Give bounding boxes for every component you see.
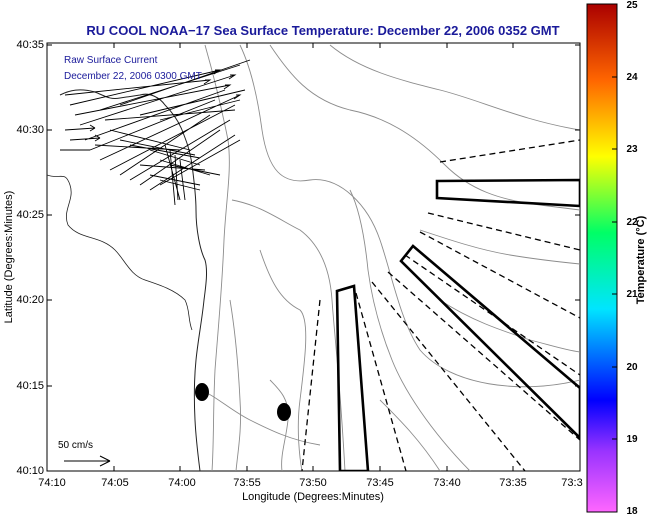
colorbar-tick-label: 20 [626, 362, 638, 373]
x-axis: 74:10 74:05 74:00 73:55 73:50 73:45 73:4… [38, 43, 583, 503]
y-tick-label: 40:15 [16, 380, 44, 392]
x-tick-label: 74:05 [101, 477, 129, 489]
x-tick-label: 73:55 [233, 477, 261, 489]
colorbar-tick-label: 24 [626, 72, 638, 83]
x-axis-label: Longitude (Degrees:Minutes) [242, 491, 384, 503]
colorbar-tick-label: 21 [626, 289, 638, 300]
plot-area [46, 42, 581, 472]
x-tick-label: 73:45 [366, 477, 394, 489]
y-tick-label: 40:30 [16, 124, 44, 136]
map-title: RU COOL NOAA−17 Sea Surface Temperature:… [86, 23, 559, 38]
currents-label: Raw Surface Current [64, 55, 158, 66]
colorbar-tick-label: 23 [626, 144, 638, 155]
beam-southeast [399, 244, 580, 440]
x-tick-label: 74:00 [168, 477, 196, 489]
y-tick-label: 40:20 [16, 294, 44, 306]
colorbar-tick-label: 19 [626, 434, 638, 445]
x-tick-label: 73:35 [499, 477, 527, 489]
colorbar: 25 24 23 22 21 20 19 18 Temperature (°C) [586, 0, 647, 517]
colorbar-label: Temperature (°C) [635, 215, 647, 304]
station-marker-2 [277, 403, 291, 421]
y-axis: 40:35 40:30 40:25 40:20 40:15 40:10 Lati… [3, 39, 580, 477]
currents-time: December 22, 2006 0300 GMT [64, 71, 202, 82]
map-content [47, 44, 580, 471]
x-tick-label: 73:40 [433, 477, 461, 489]
radar-beams [335, 178, 580, 471]
colorbar-gradient [586, 3, 618, 513]
beam-east [435, 178, 580, 208]
scale-arrow [64, 455, 111, 467]
y-tick-label: 40:10 [16, 465, 44, 477]
station-marker-1 [195, 383, 209, 401]
coastline-inland [47, 174, 193, 331]
radar-coverage-lines [301, 139, 580, 471]
y-tick-label: 40:35 [16, 39, 44, 51]
scale-label: 50 cm/s [58, 440, 93, 451]
beam-south [335, 284, 370, 471]
colorbar-tick-label: 22 [626, 217, 638, 228]
y-axis-label: Latitude (Degrees:Minutes) [3, 191, 15, 324]
colorbar-tick-label: 25 [626, 0, 638, 11]
coastline [59, 89, 208, 471]
x-tick-label: 73:50 [299, 477, 327, 489]
colorbar-tick-label: 18 [626, 506, 638, 517]
x-tick-label: 74:10 [38, 477, 66, 489]
surface-current-vectors [60, 59, 251, 206]
y-tick-label: 40:25 [16, 209, 44, 221]
x-tick-label: 73:3 [561, 477, 582, 489]
bathymetry-contours [199, 44, 580, 471]
